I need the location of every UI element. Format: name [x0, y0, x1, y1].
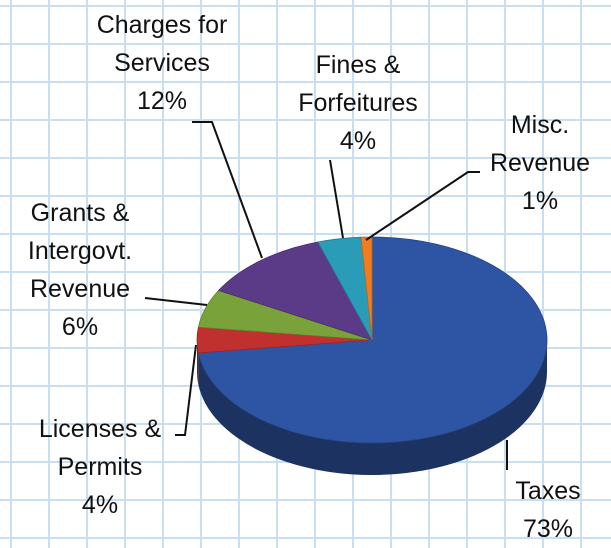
- leader-line: [192, 121, 263, 259]
- category-label: Taxes: [515, 477, 581, 505]
- category-label: Fines & Forfeitures: [298, 51, 418, 117]
- slice-side: [198, 340, 547, 475]
- leader-line: [175, 344, 197, 436]
- slice: [197, 236, 548, 444]
- slice-label: Taxes 73%: [498, 472, 598, 548]
- value-label: 4%: [81, 491, 119, 519]
- category-label: Grants & Intergovt. Revenue: [27, 199, 133, 303]
- slice: [217, 241, 373, 341]
- value-label: 6%: [61, 313, 99, 341]
- category-label: Misc. Revenue: [489, 111, 591, 177]
- value-label: 1%: [521, 187, 559, 215]
- leader-line: [329, 159, 344, 239]
- slice-label: Charges for Services 12%: [77, 6, 247, 120]
- leader-line: [144, 297, 208, 306]
- value-label: 4%: [339, 127, 377, 155]
- value-label: 12%: [136, 87, 188, 115]
- category-label: Charges for Services: [96, 11, 228, 77]
- category-label: Licenses & Permits: [38, 415, 162, 481]
- pie: [196, 236, 548, 475]
- value-label: 73%: [522, 515, 574, 543]
- slice-label: Licenses & Permits 4%: [25, 410, 175, 524]
- leader-line: [365, 171, 480, 241]
- slice-label: Fines & Forfeitures 4%: [278, 46, 438, 160]
- slice-label: Misc. Revenue 1%: [475, 106, 605, 220]
- slice-label: Grants & Intergovt. Revenue 6%: [10, 194, 150, 346]
